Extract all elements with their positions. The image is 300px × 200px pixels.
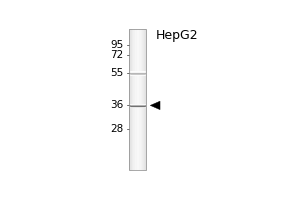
Bar	[129, 29, 146, 170]
Bar	[129, 29, 146, 170]
Polygon shape	[150, 101, 160, 110]
Text: 55: 55	[110, 68, 124, 78]
Text: 36: 36	[110, 100, 124, 110]
Text: HepG2: HepG2	[156, 29, 198, 42]
Text: 72: 72	[110, 50, 124, 60]
Text: 28: 28	[110, 124, 124, 134]
Text: 95: 95	[110, 40, 124, 50]
